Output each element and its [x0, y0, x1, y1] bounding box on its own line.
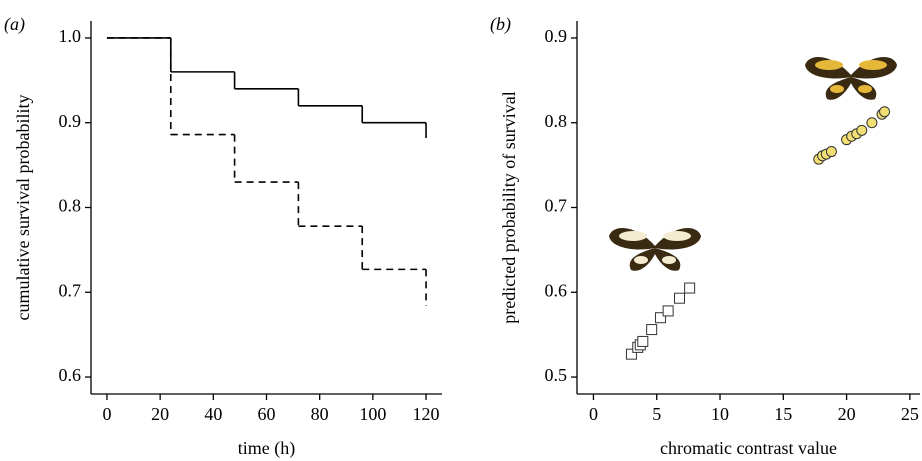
point	[825, 146, 837, 158]
x-tick-label: 20	[151, 404, 169, 424]
x-tick-label: 60	[258, 404, 276, 424]
point	[662, 305, 674, 317]
x-tick-label: 40	[204, 404, 222, 424]
point	[655, 312, 667, 324]
point	[879, 106, 891, 118]
point	[674, 292, 686, 304]
point	[684, 282, 696, 294]
point	[646, 324, 658, 336]
butterfly-icon	[609, 227, 701, 271]
x-tick-label: 0	[102, 404, 111, 424]
x-tick-label: 5	[652, 404, 661, 424]
y-tick-label: 0.8	[545, 111, 568, 131]
point	[625, 348, 637, 360]
point	[856, 124, 868, 136]
y-axis-label: cumulative survival probability	[13, 95, 33, 321]
y-tick-label: 0.9	[545, 26, 568, 46]
x-tick-label: 80	[311, 404, 329, 424]
x-tick-label: 120	[413, 404, 440, 424]
y-tick-label: 0.5	[545, 365, 568, 385]
x-tick-label: 10	[711, 404, 729, 424]
point	[866, 117, 878, 129]
y-tick-label: 0.7	[59, 280, 82, 300]
y-tick-label: 0.7	[545, 196, 568, 216]
x-tick-label: 100	[359, 404, 386, 424]
panel-label: (b)	[490, 14, 511, 35]
x-tick-label: 15	[774, 404, 792, 424]
y-tick-label: 1.0	[59, 26, 82, 46]
y-tick-label: 0.6	[545, 280, 568, 300]
y-tick-label: 0.6	[59, 365, 82, 385]
x-tick-label: 20	[838, 404, 856, 424]
panel-label: (a)	[4, 14, 25, 35]
x-tick-label: 25	[901, 404, 919, 424]
butterfly-icon	[805, 56, 897, 100]
x-axis-label: chromatic contrast value	[660, 438, 837, 458]
y-tick-label: 0.9	[59, 111, 82, 131]
y-tick-label: 0.8	[59, 196, 82, 216]
point	[637, 335, 649, 347]
x-tick-label: 0	[589, 404, 598, 424]
y-axis-label: predicted probability of survival	[499, 91, 519, 323]
x-axis-label: time (h)	[238, 438, 295, 459]
